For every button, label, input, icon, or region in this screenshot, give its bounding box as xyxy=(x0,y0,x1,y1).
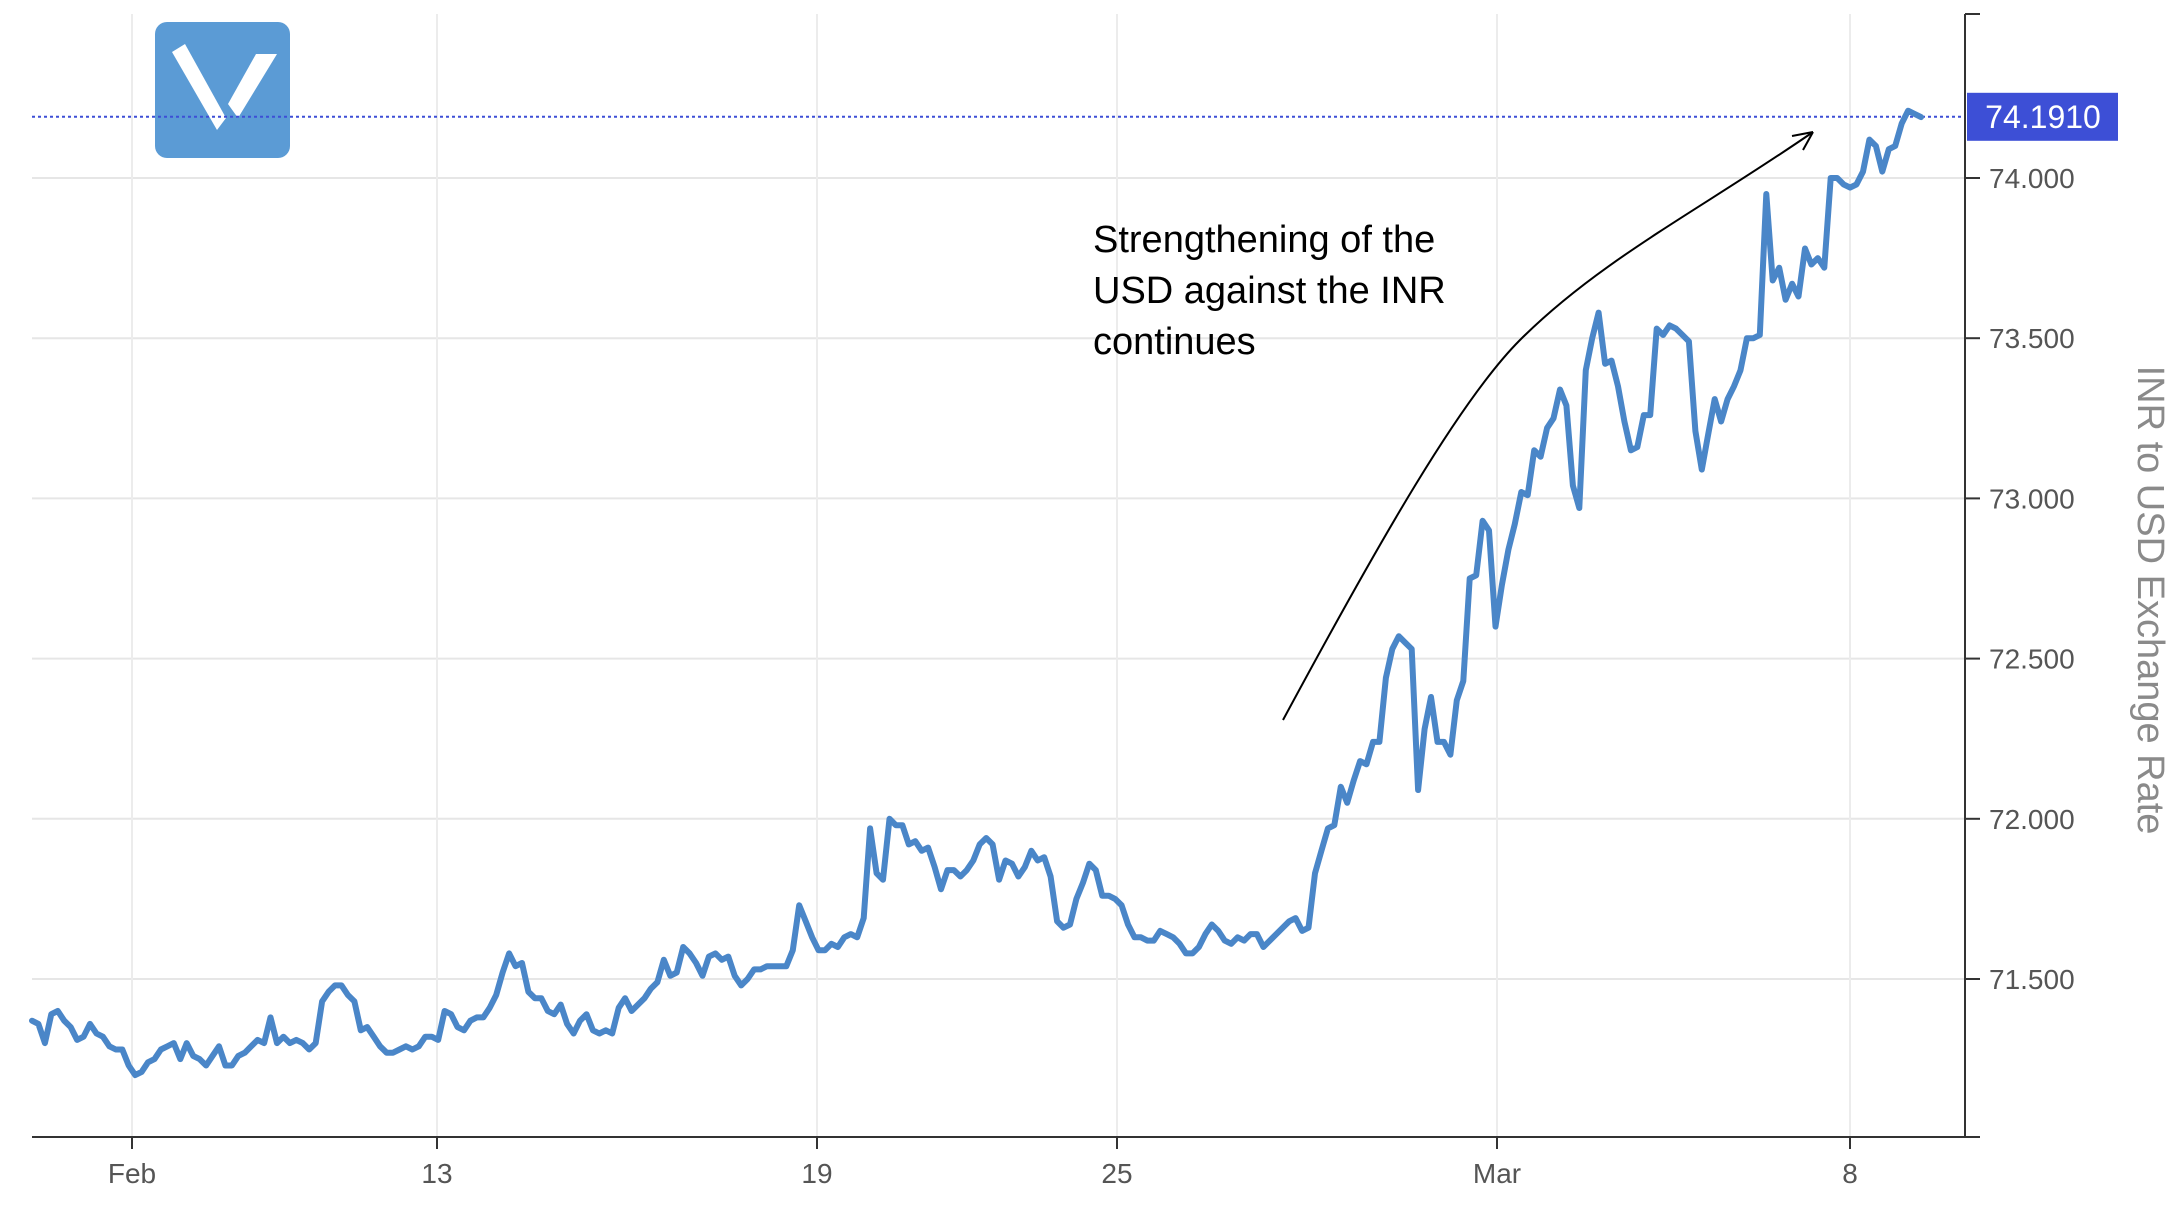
annotation-line: continues xyxy=(1093,321,1256,363)
y-tick-label: 73.500 xyxy=(1989,323,2075,354)
y-tick-label: 73.000 xyxy=(1989,483,2075,514)
annotation-text: Strengthening of the USD against the INR c… xyxy=(1093,219,1446,363)
current-value-label: 74.1910 xyxy=(1985,99,2101,135)
x-tick-label: 19 xyxy=(801,1158,832,1189)
x-tick-label: Feb xyxy=(108,1158,156,1189)
annotation: Strengthening of the USD against the INR c… xyxy=(1093,131,1814,721)
y-axis: 71.500 72.000 72.500 73.000 73.500 74.000 xyxy=(1964,13,2075,1138)
x-tick-label: 8 xyxy=(1842,1158,1858,1189)
y-tick-label: 72.500 xyxy=(1989,644,2075,675)
grid-lines xyxy=(32,14,1965,1137)
annotation-arrow xyxy=(1282,131,1814,721)
arrowhead xyxy=(1791,131,1814,151)
annotation-line: USD against the INR xyxy=(1093,270,1446,312)
annotation-line: Strengthening of the xyxy=(1093,219,1435,261)
x-tick-label: Mar xyxy=(1473,1158,1521,1189)
series-line xyxy=(29,107,1924,1079)
y-tick-label: 74.000 xyxy=(1989,163,2075,194)
y-axis-title: INR to USD Exchange Rate xyxy=(2129,366,2171,835)
current-value-badge: 74.1910 xyxy=(1967,92,2118,141)
x-axis: Feb 13 19 25 Mar 8 xyxy=(32,1136,1965,1189)
x-tick-label: 25 xyxy=(1101,1158,1132,1189)
x-tick-label: 13 xyxy=(421,1158,452,1189)
V-logo-icon xyxy=(155,22,290,158)
y-tick-label: 71.500 xyxy=(1989,964,2075,995)
y-tick-label: 72.000 xyxy=(1989,804,2075,835)
